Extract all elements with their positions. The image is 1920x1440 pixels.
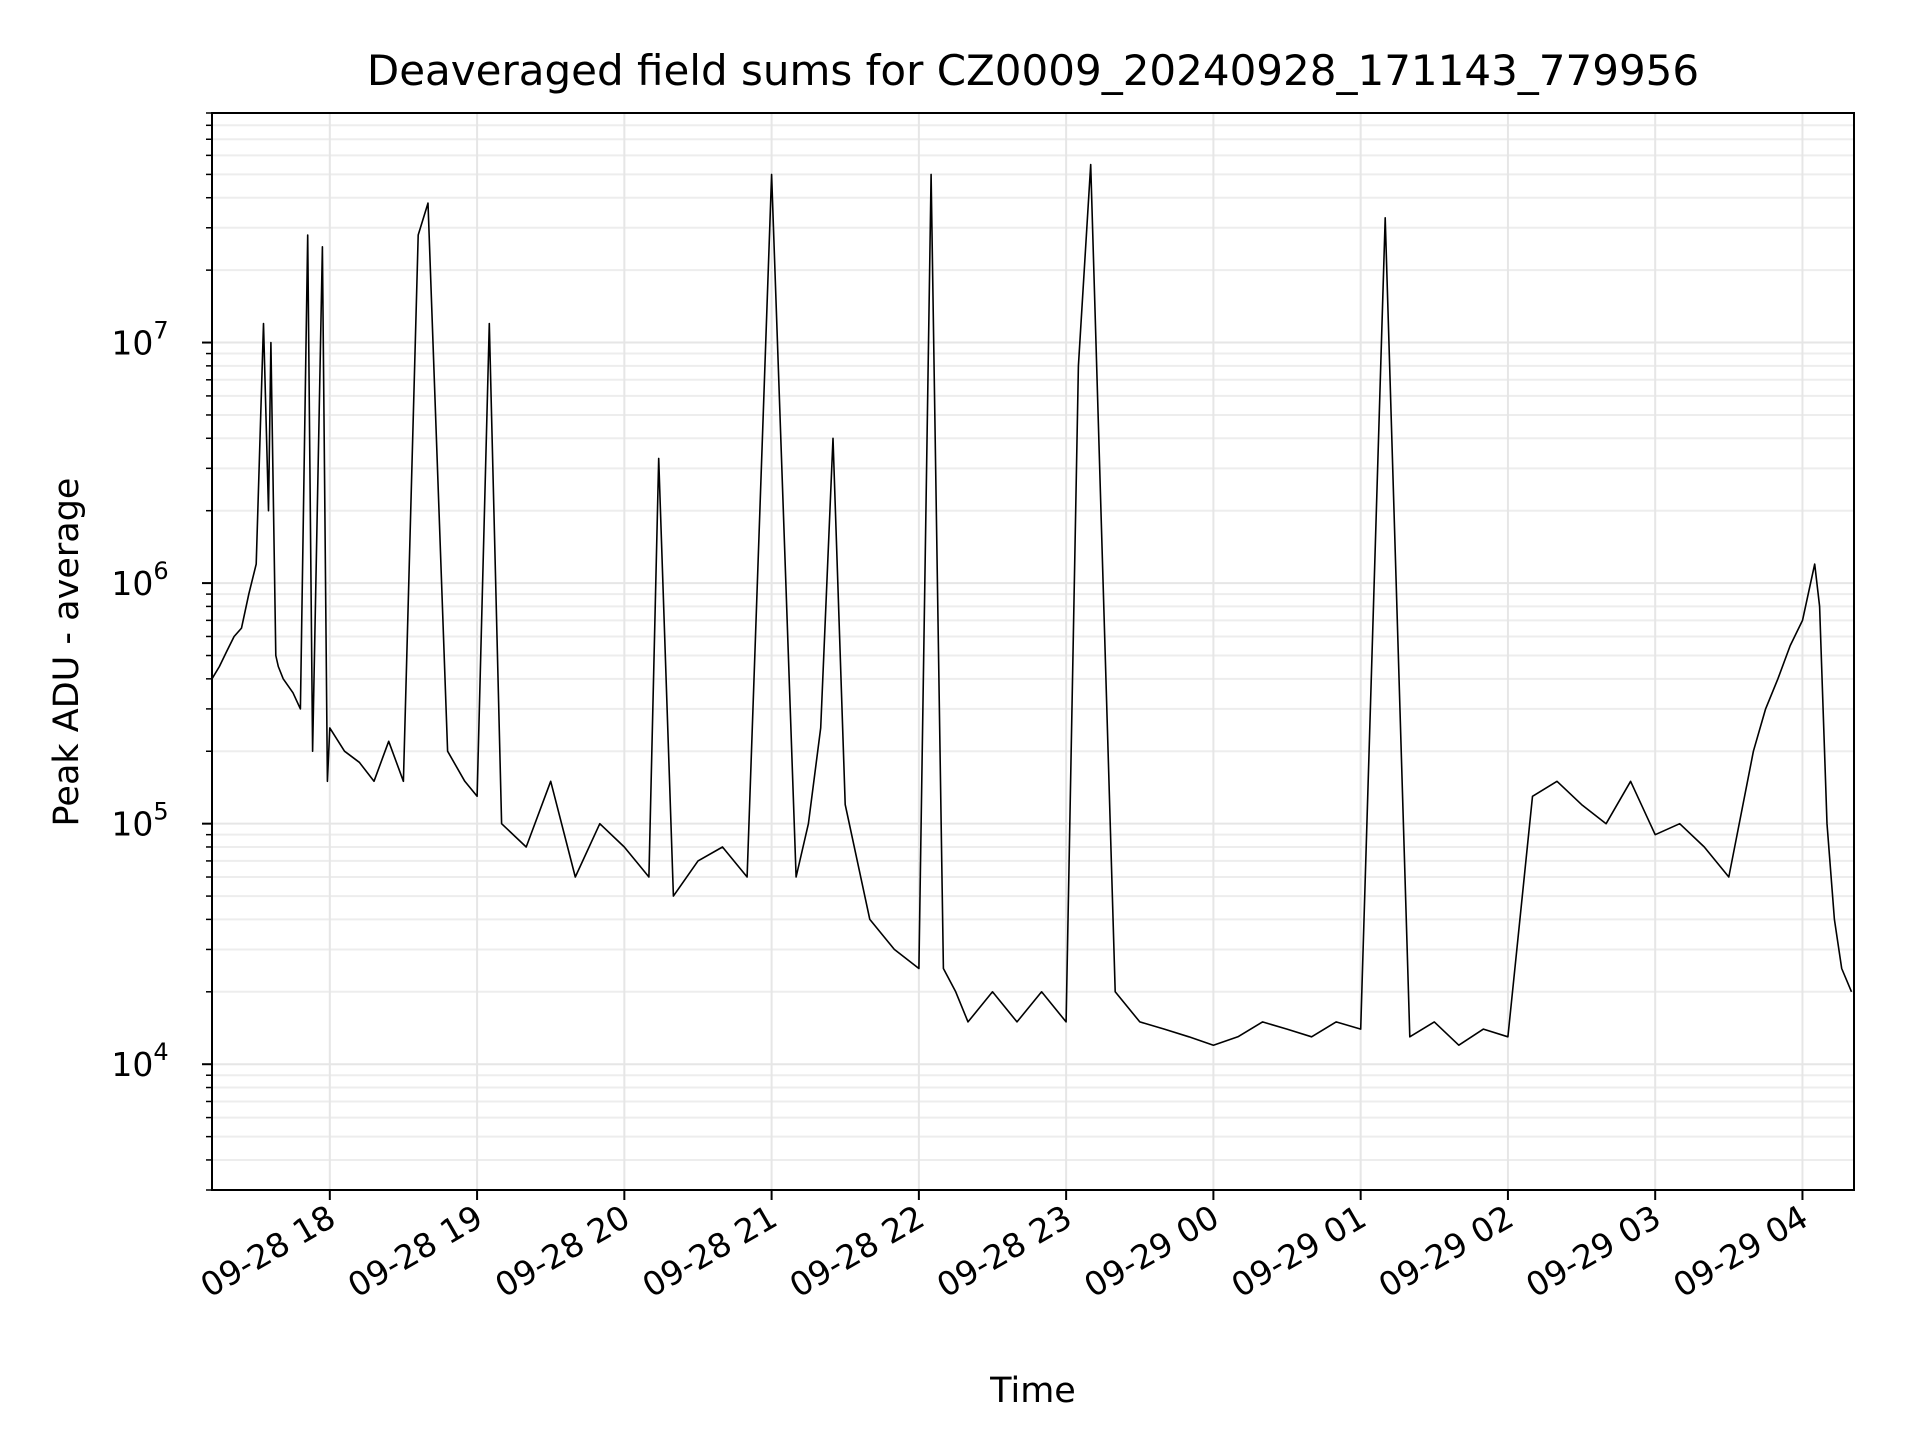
plot-frame bbox=[211, 112, 1855, 1191]
y-tick-label: 104 bbox=[111, 1038, 168, 1084]
series-layer bbox=[211, 163, 1853, 1046]
chart-title: Deaveraged field sums for CZ0009_2024092… bbox=[367, 46, 1699, 95]
y-tick-label: 106 bbox=[111, 557, 168, 603]
y-tick-label: 107 bbox=[111, 317, 168, 363]
y-axis-label: Peak ADU - average bbox=[47, 478, 87, 827]
series-line bbox=[211, 163, 1853, 1046]
x-axis-label: Time bbox=[989, 1371, 1076, 1411]
y-tick-label: 105 bbox=[111, 798, 168, 844]
grid bbox=[212, 112, 1854, 1191]
